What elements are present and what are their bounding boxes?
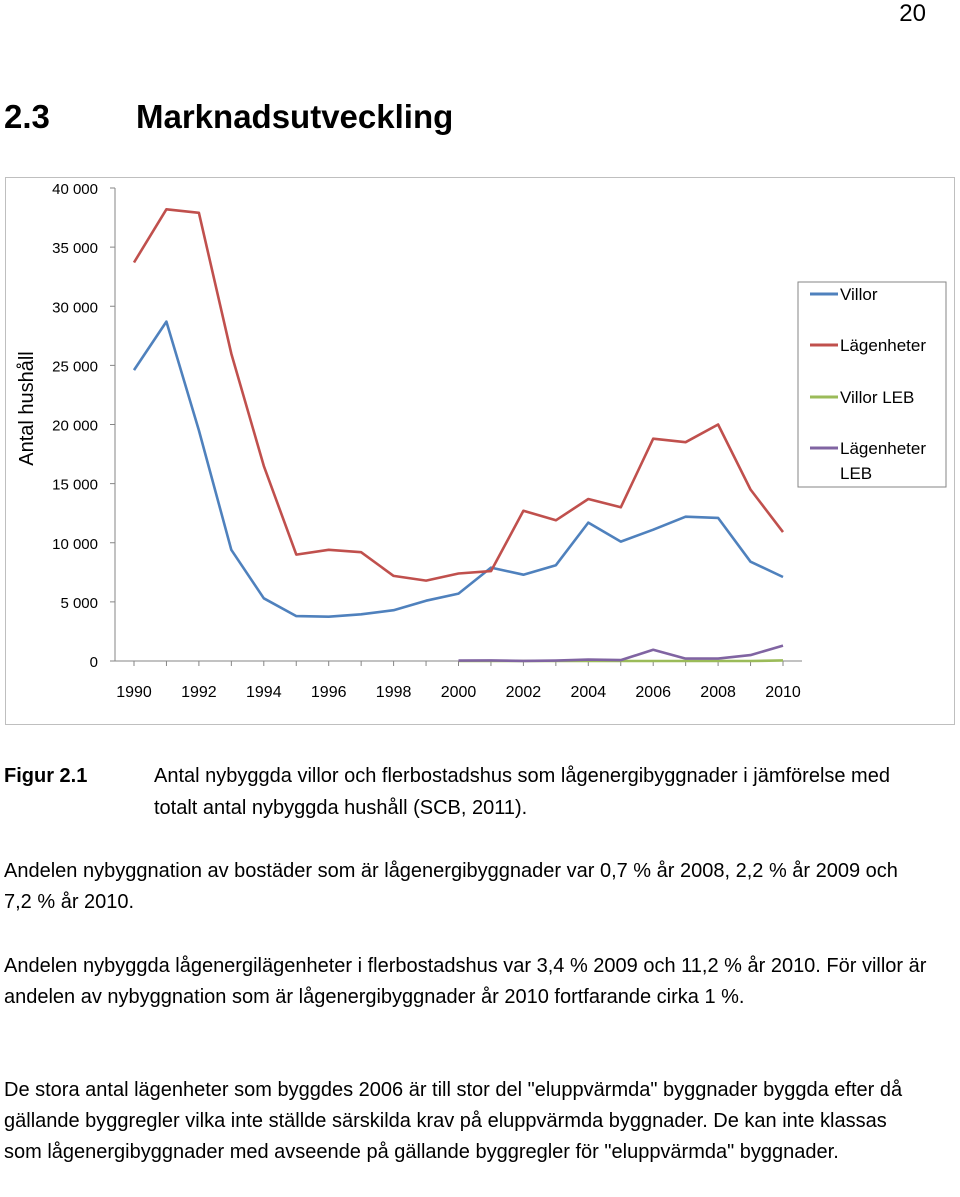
page-number: 20 [899,0,926,27]
x-tick-label: 1994 [246,684,282,701]
y-tick-label: 40 000 [52,181,98,198]
paragraph-1: Andelen nybyggnation av bostäder som är … [4,860,898,913]
section-title: Marknadsutveckling [136,98,454,135]
x-tick-label: 1990 [116,684,152,701]
x-tick-label: 1996 [311,684,347,701]
series-line-1 [132,320,784,618]
y-tick-label: 30 000 [52,299,98,316]
x-tick-label: 2002 [506,684,542,701]
legend-label: Villor [840,285,878,304]
legend-label: Villor LEB [840,388,914,407]
paragraph-2: Andelen nybyggda lågenergilägenheter i f… [4,955,927,1008]
section-number: 2.3 [4,98,50,135]
paragraph-3: De stora antal lägenheter som byggdes 20… [4,1079,903,1163]
y-tick-label: 15 000 [52,477,98,494]
y-tick-label: 20 000 [52,418,98,435]
legend-label: LEB [840,464,872,483]
x-tick-label: 1992 [181,684,217,701]
x-tick-label: 2000 [441,684,477,701]
x-tick-label: 2006 [635,684,671,701]
section-heading: 2.3 Marknadsutveckling [4,98,453,136]
caption-label: Figur 2.1 [4,765,88,787]
caption-text: Antal nybyggda villor och flerbostadshus… [154,765,890,819]
y-tick-label: 25 000 [52,358,98,375]
y-tick-label: 5 000 [60,595,98,612]
y-axis-title: Antal hushåll [16,351,38,466]
line-chart: 0 5 000 10 000 15 000 20 000 25 000 30 000 35 0… [16,181,947,701]
series-line-2 [132,208,785,582]
series-line-4 [458,644,784,663]
chart-frame: 0 5 000 10 000 15 000 20 000 25 000 30 000 35 0… [5,177,955,725]
x-tick-label: 2008 [700,684,736,701]
y-tick-label: 10 000 [52,536,98,553]
legend-label: Lägenheter [840,336,926,355]
y-tick-label: 35 000 [52,240,98,257]
x-tick-label: 1998 [376,684,412,701]
legend-label: Lägenheter [840,439,926,458]
legend-box [797,281,947,488]
x-tick-label: 2010 [765,684,801,701]
y-tick-label: 0 [90,654,98,671]
x-tick-label: 2004 [571,684,607,701]
